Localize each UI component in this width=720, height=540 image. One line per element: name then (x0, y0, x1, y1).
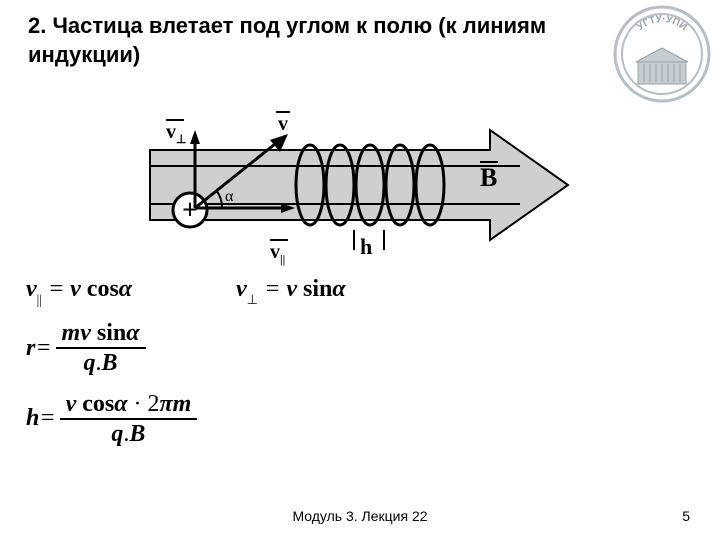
svg-text:v: v (278, 113, 288, 135)
university-logo: УГТУ·УПИ (612, 4, 712, 104)
formula-row-1: v|| = v cosα v⊥ = v sinα (26, 276, 546, 306)
slide-title: 2. Частица влетает под углом к полю (к л… (28, 12, 548, 69)
formula-block: v|| = v cosα v⊥ = v sinα r = mv sinα q.B… (26, 276, 546, 461)
page-number: 5 (682, 508, 690, 524)
svg-text:B: B (480, 163, 497, 192)
svg-text:УГТУ·УПИ: УГТУ·УПИ (635, 14, 689, 33)
formula-row-2: r = mv sinα q.B (26, 320, 546, 377)
formula-row-3: h = v cosα · 2πm q.B (26, 391, 546, 448)
svg-text:α: α (225, 188, 234, 205)
helical-motion-diagram: B + α v v⊥ v|| h (140, 100, 570, 270)
svg-text:h: h (360, 234, 372, 259)
svg-text:v⊥: v⊥ (166, 121, 186, 146)
footer-text: Модуль 3. Лекция 22 (0, 508, 720, 524)
svg-text:v||: v|| (270, 241, 285, 266)
